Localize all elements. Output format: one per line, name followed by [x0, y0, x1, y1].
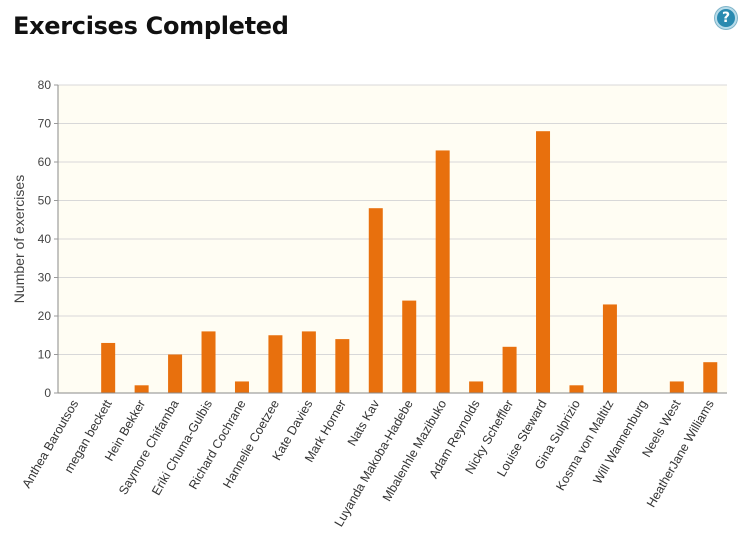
bar — [201, 331, 216, 393]
y-tick-labels: 0 10 20 30 40 50 60 70 80 — [38, 78, 58, 400]
y-tick-label: 80 — [38, 78, 52, 92]
bar — [435, 150, 450, 393]
x-tick-label: Nats Kav — [345, 397, 383, 449]
x-tick-label: Saymore Chifamba — [116, 397, 182, 497]
help-button[interactable]: ? — [715, 7, 737, 29]
y-tick-label: 70 — [38, 117, 52, 131]
bar — [536, 131, 551, 393]
y-tick-label: 20 — [38, 309, 52, 323]
y-tick-label: 30 — [38, 271, 52, 285]
bar — [368, 208, 383, 393]
bar — [602, 304, 617, 393]
bars — [101, 131, 718, 393]
y-axis-label: Number of exercises — [11, 175, 27, 303]
y-tick-label: 50 — [38, 194, 52, 208]
y-tick-label: 10 — [38, 348, 52, 362]
bar — [168, 354, 183, 393]
bar — [134, 385, 149, 393]
bar — [402, 300, 417, 393]
bar — [703, 362, 718, 393]
y-tick-label: 0 — [44, 386, 51, 400]
y-tick-label: 40 — [38, 232, 52, 246]
bar — [335, 339, 350, 393]
bar — [502, 346, 517, 393]
page-title: Exercises Completed — [13, 12, 289, 40]
bar — [101, 342, 116, 393]
bar — [301, 331, 316, 393]
bar — [569, 385, 584, 393]
x-tick-label: Eriki Chuma-Gulbis — [149, 398, 215, 498]
question-mark-icon: ? — [721, 10, 731, 26]
bar — [669, 381, 684, 393]
x-tick-label: Anthea Baroutsos — [20, 398, 82, 491]
bar — [268, 335, 283, 393]
y-tick-label: 60 — [38, 155, 52, 169]
bar — [469, 381, 484, 393]
bar — [234, 381, 249, 393]
